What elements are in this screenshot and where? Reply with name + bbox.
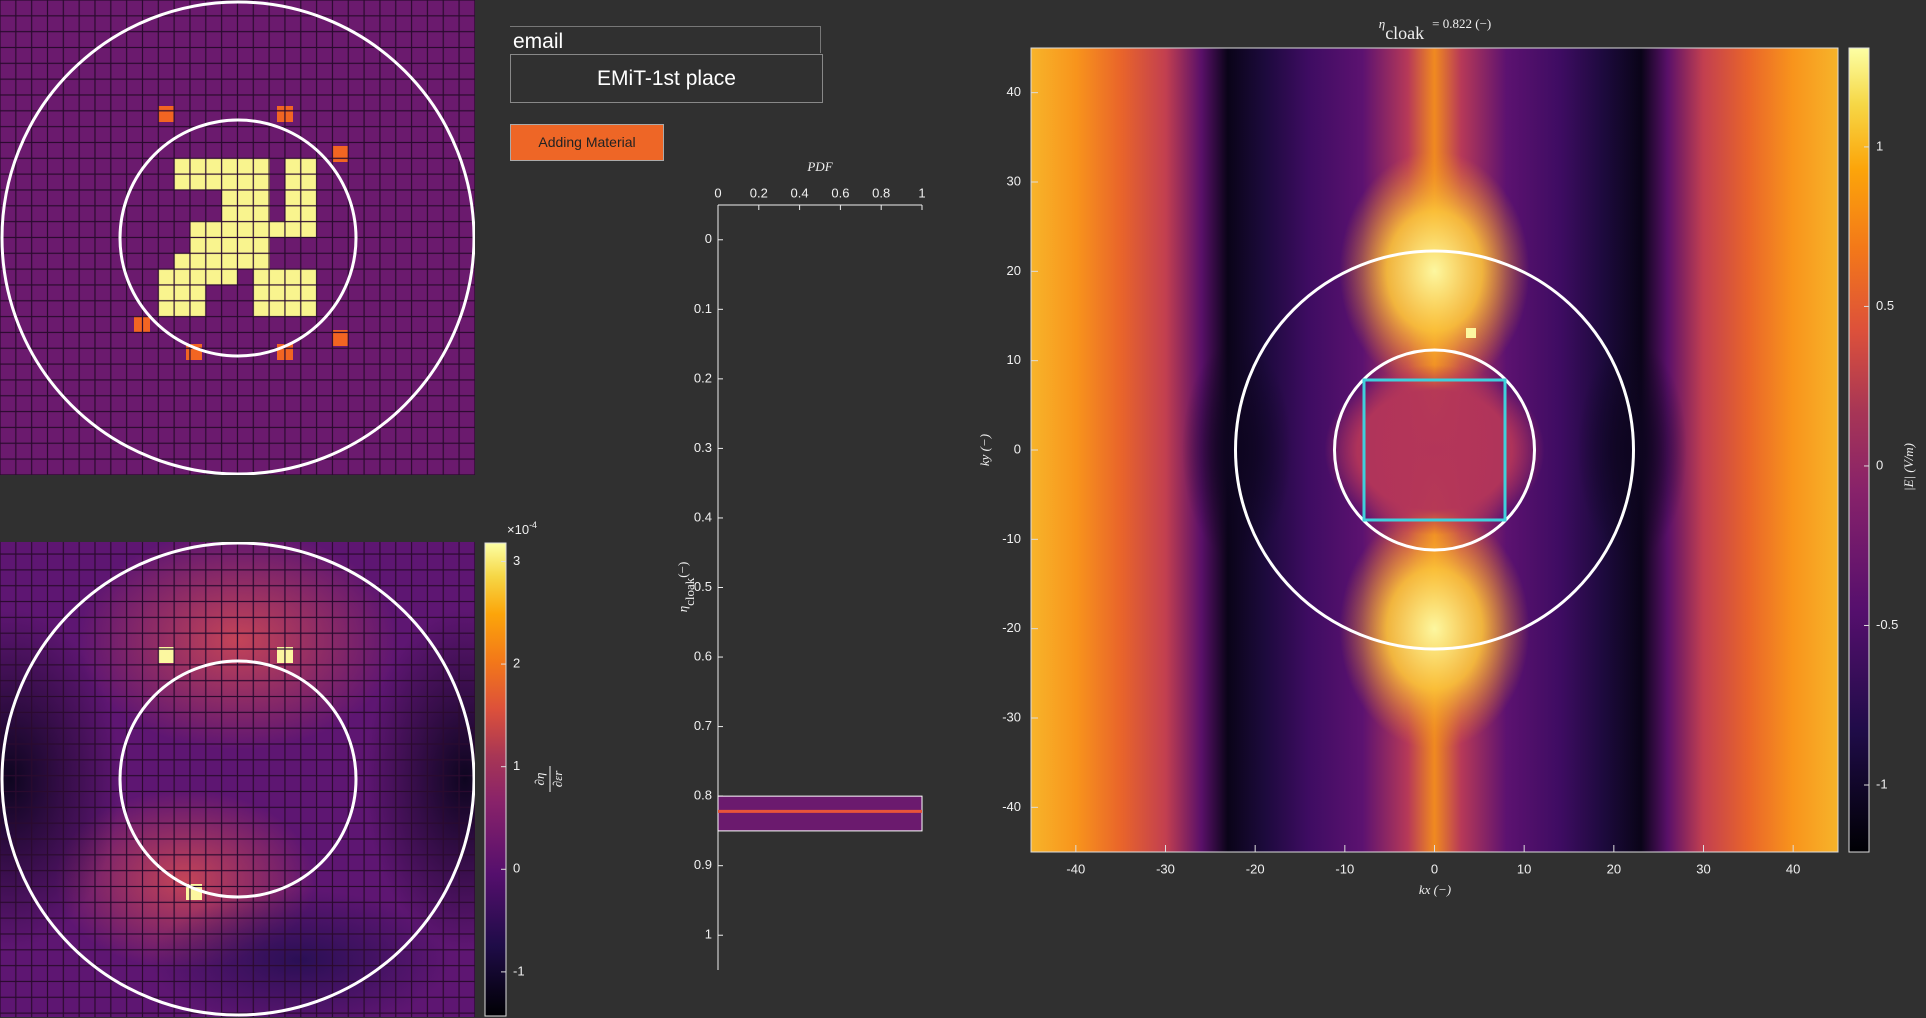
x-tick-label: 30 (1696, 861, 1710, 876)
y-tick-label: 1 (705, 927, 712, 942)
x-tick-label: 0 (1431, 861, 1438, 876)
label-denominator: ∂εr (550, 770, 565, 788)
multiplier: ×10 (507, 522, 529, 537)
colorbar-tick-label: 1 (513, 758, 520, 773)
title-text: = 0.822 (−) (1432, 16, 1491, 31)
x-tick-label: -30 (1156, 861, 1175, 876)
colorbar-tick-label: -1 (1876, 776, 1888, 791)
sensitivity-panel (0, 542, 475, 1017)
add-material-button[interactable]: Adding Material (510, 124, 664, 161)
pdf-title: PDF (806, 159, 833, 174)
exponent: -4 (529, 520, 537, 530)
title-box: EMiT-1st place (510, 54, 823, 103)
y-axis-label: ky (−) (977, 434, 992, 466)
y-tick-label: 0 (705, 231, 712, 246)
x-tick-label: 0.2 (750, 185, 768, 200)
x-tick-label: 0.8 (872, 185, 890, 200)
colorbar-tick-label: -0.5 (1876, 617, 1898, 632)
y-tick-label: 0.8 (694, 788, 712, 803)
colorbar-tick-label: 2 (513, 656, 520, 671)
y-tick-label: 20 (1007, 263, 1021, 278)
x-tick-label: -20 (1246, 861, 1265, 876)
shade (1339, 509, 1530, 749)
design-panel (0, 0, 475, 475)
inner-circle (118, 659, 358, 899)
colorbar (1848, 47, 1870, 853)
grid (0, 542, 475, 1017)
y-tick-label: -10 (1002, 531, 1021, 546)
inner-circle (1333, 348, 1536, 552)
colorbar-multiplier: ×10-4 (507, 520, 537, 537)
colorbar (484, 542, 507, 1017)
colorbar-label: ∂η ∂εr (532, 766, 565, 792)
y-tick-label: 10 (1007, 352, 1021, 367)
symbol: η (1379, 16, 1385, 31)
y-tick-label: -30 (1002, 709, 1021, 724)
y-tick-label: 0.3 (694, 440, 712, 455)
colorbar-tick-label: 0 (1876, 457, 1883, 472)
cloak-region (1362, 378, 1507, 522)
x-axis-label: kx (−) (1419, 882, 1451, 897)
subscript: cloak (1385, 23, 1424, 43)
y-tick-label: 0.6 (694, 648, 712, 663)
y-tick-label: 40 (1007, 84, 1021, 99)
subscript: cloak (682, 577, 697, 606)
y-tick-label: 30 (1007, 173, 1021, 188)
x-tick-label: 10 (1517, 861, 1531, 876)
inner-circle (118, 118, 358, 358)
colorbar-tick-label: 3 (513, 553, 520, 568)
grid (0, 0, 475, 475)
shade (1339, 151, 1530, 391)
y-tick-label: 0.9 (694, 857, 712, 872)
y-tick-label: 0.2 (694, 370, 712, 385)
x-tick-label: 1 (918, 185, 925, 200)
pdf-y-label: ηcloak(−) (675, 562, 698, 613)
colorbar-tick-label: 0.5 (1876, 298, 1894, 313)
x-tick-label: 0.6 (831, 185, 849, 200)
y-tick-label: 0 (1014, 441, 1021, 456)
y-tick-label: -40 (1002, 799, 1021, 814)
email-input[interactable]: email (510, 26, 821, 53)
outer-circle (0, 542, 475, 1017)
y-tick-label: 0.4 (694, 509, 712, 524)
x-tick-label: 40 (1786, 861, 1800, 876)
outer-circle (1234, 249, 1635, 651)
outer-circle (0, 0, 475, 475)
symbol: η (675, 606, 690, 612)
y-tick-label: 0.7 (694, 718, 712, 733)
field-title: ηcloak = 0.822 (−) (1379, 16, 1492, 43)
x-tick-label: 0.4 (791, 185, 809, 200)
unit: (−) (675, 562, 690, 578)
y-tick-label: 0.5 (694, 579, 712, 594)
x-tick-label: -10 (1335, 861, 1354, 876)
y-tick-label: -20 (1002, 620, 1021, 635)
colorbar-tick-label: -1 (513, 963, 525, 978)
x-tick-label: 20 (1607, 861, 1621, 876)
shade (1324, 365, 1545, 535)
y-tick-label: 0.1 (694, 301, 712, 316)
cell (1466, 328, 1476, 338)
colorbar-label: |E| (V/m) (1901, 443, 1916, 491)
x-tick-label: 0 (714, 185, 721, 200)
colorbar-tick-label: 1 (1876, 138, 1883, 153)
field-image (1031, 48, 1838, 852)
colorbar-tick-label: 0 (513, 861, 520, 876)
label-numerator: ∂η (532, 773, 547, 786)
x-tick-label: -40 (1066, 861, 1085, 876)
bar (717, 795, 923, 832)
